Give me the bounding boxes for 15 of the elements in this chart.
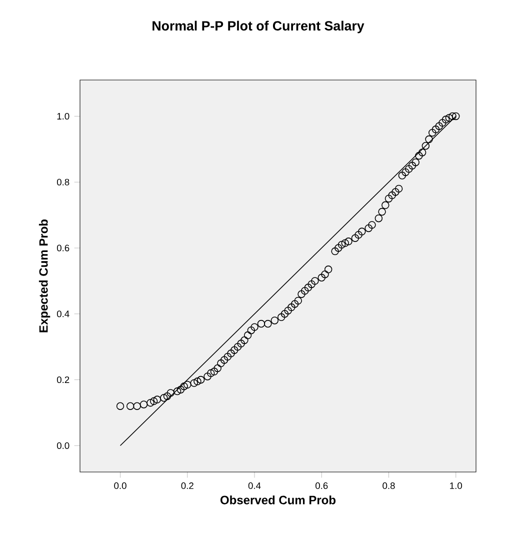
x-tick-label: 1.0 — [450, 482, 462, 489]
y-tick-label: 1.0 — [57, 112, 70, 120]
y-tick-label: 0.0 — [56, 442, 70, 449]
y-tick-label: 0.4 — [56, 310, 70, 318]
chart-title: Normal P-P Plot of Current Salary — [152, 20, 364, 34]
x-tick-label: 0.4 — [248, 482, 261, 489]
x-tick-label: 0.2 — [181, 482, 194, 489]
y-tick-label: 0.6 — [56, 244, 70, 252]
x-axis-title: Observed Cum Prob — [220, 495, 336, 504]
x-tick-label: 0.0 — [114, 482, 126, 489]
y-tick-label: 0.8 — [56, 178, 70, 186]
x-tick-label: 0.8 — [382, 482, 395, 489]
y-tick-label: 0.2 — [56, 376, 70, 384]
y-axis-title: Expected Cum Prob — [38, 219, 50, 332]
x-tick-label: 0.6 — [316, 482, 328, 489]
